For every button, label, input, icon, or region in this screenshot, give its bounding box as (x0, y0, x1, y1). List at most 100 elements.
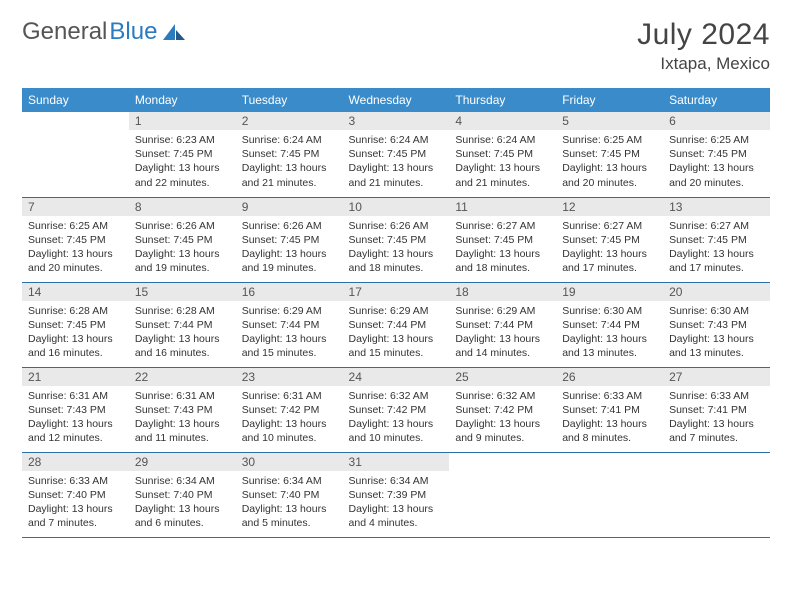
daylight-text-2: and 17 minutes. (562, 261, 657, 275)
day-data: Sunrise: 6:26 AMSunset: 7:45 PMDaylight:… (129, 216, 236, 280)
daylight-text-1: Daylight: 13 hours (669, 332, 764, 346)
sunrise-text: Sunrise: 6:26 AM (242, 219, 337, 233)
daylight-text-2: and 18 minutes. (455, 261, 550, 275)
calendar-cell: 31Sunrise: 6:34 AMSunset: 7:39 PMDayligh… (343, 452, 450, 537)
daylight-text-1: Daylight: 13 hours (135, 502, 230, 516)
day-header: Wednesday (343, 88, 450, 112)
day-number: 11 (449, 198, 556, 216)
daylight-text-2: and 4 minutes. (349, 516, 444, 530)
sunset-text: Sunset: 7:40 PM (242, 488, 337, 502)
day-data: Sunrise: 6:33 AMSunset: 7:41 PMDaylight:… (663, 386, 770, 450)
day-data: Sunrise: 6:24 AMSunset: 7:45 PMDaylight:… (236, 130, 343, 194)
daylight-text-2: and 14 minutes. (455, 346, 550, 360)
daylight-text-2: and 19 minutes. (135, 261, 230, 275)
daylight-text-1: Daylight: 13 hours (349, 332, 444, 346)
sunrise-text: Sunrise: 6:26 AM (349, 219, 444, 233)
sunset-text: Sunset: 7:45 PM (135, 147, 230, 161)
calendar-cell (449, 452, 556, 537)
daylight-text-2: and 21 minutes. (349, 176, 444, 190)
calendar-cell: 30Sunrise: 6:34 AMSunset: 7:40 PMDayligh… (236, 452, 343, 537)
day-header: Monday (129, 88, 236, 112)
day-data: Sunrise: 6:25 AMSunset: 7:45 PMDaylight:… (663, 130, 770, 194)
day-number: 13 (663, 198, 770, 216)
calendar-week-row: 14Sunrise: 6:28 AMSunset: 7:45 PMDayligh… (22, 282, 770, 367)
calendar-cell: 21Sunrise: 6:31 AMSunset: 7:43 PMDayligh… (22, 367, 129, 452)
sunset-text: Sunset: 7:41 PM (562, 403, 657, 417)
day-number: 24 (343, 368, 450, 386)
daylight-text-2: and 15 minutes. (242, 346, 337, 360)
sunrise-text: Sunrise: 6:31 AM (28, 389, 123, 403)
daylight-text-1: Daylight: 13 hours (562, 161, 657, 175)
location-label: Ixtapa, Mexico (637, 54, 770, 74)
sunset-text: Sunset: 7:45 PM (349, 233, 444, 247)
sunset-text: Sunset: 7:45 PM (669, 147, 764, 161)
calendar-cell: 28Sunrise: 6:33 AMSunset: 7:40 PMDayligh… (22, 452, 129, 537)
calendar-cell: 2Sunrise: 6:24 AMSunset: 7:45 PMDaylight… (236, 112, 343, 197)
calendar-cell: 14Sunrise: 6:28 AMSunset: 7:45 PMDayligh… (22, 282, 129, 367)
calendar-cell: 15Sunrise: 6:28 AMSunset: 7:44 PMDayligh… (129, 282, 236, 367)
sunset-text: Sunset: 7:42 PM (455, 403, 550, 417)
daylight-text-1: Daylight: 13 hours (28, 502, 123, 516)
day-number: 18 (449, 283, 556, 301)
daylight-text-2: and 11 minutes. (135, 431, 230, 445)
day-data: Sunrise: 6:27 AMSunset: 7:45 PMDaylight:… (449, 216, 556, 280)
daylight-text-2: and 10 minutes. (349, 431, 444, 445)
sunset-text: Sunset: 7:45 PM (562, 233, 657, 247)
calendar-cell (22, 112, 129, 197)
daylight-text-1: Daylight: 13 hours (455, 332, 550, 346)
sunset-text: Sunset: 7:45 PM (455, 147, 550, 161)
daylight-text-1: Daylight: 13 hours (669, 247, 764, 261)
daylight-text-1: Daylight: 13 hours (455, 417, 550, 431)
sunset-text: Sunset: 7:40 PM (135, 488, 230, 502)
sunset-text: Sunset: 7:41 PM (669, 403, 764, 417)
day-data: Sunrise: 6:33 AMSunset: 7:41 PMDaylight:… (556, 386, 663, 450)
sunrise-text: Sunrise: 6:33 AM (669, 389, 764, 403)
daylight-text-1: Daylight: 13 hours (242, 161, 337, 175)
day-number: 8 (129, 198, 236, 216)
daylight-text-2: and 16 minutes. (135, 346, 230, 360)
day-data: Sunrise: 6:30 AMSunset: 7:43 PMDaylight:… (663, 301, 770, 365)
day-data: Sunrise: 6:25 AMSunset: 7:45 PMDaylight:… (22, 216, 129, 280)
day-number: 20 (663, 283, 770, 301)
day-header: Tuesday (236, 88, 343, 112)
sunrise-text: Sunrise: 6:29 AM (349, 304, 444, 318)
calendar-cell: 13Sunrise: 6:27 AMSunset: 7:45 PMDayligh… (663, 197, 770, 282)
calendar-cell: 7Sunrise: 6:25 AMSunset: 7:45 PMDaylight… (22, 197, 129, 282)
daylight-text-2: and 20 minutes. (562, 176, 657, 190)
day-number: 29 (129, 453, 236, 471)
daylight-text-1: Daylight: 13 hours (135, 417, 230, 431)
daylight-text-2: and 20 minutes. (28, 261, 123, 275)
day-data: Sunrise: 6:33 AMSunset: 7:40 PMDaylight:… (22, 471, 129, 535)
day-data: Sunrise: 6:31 AMSunset: 7:43 PMDaylight:… (129, 386, 236, 450)
day-data: Sunrise: 6:31 AMSunset: 7:42 PMDaylight:… (236, 386, 343, 450)
calendar-cell: 23Sunrise: 6:31 AMSunset: 7:42 PMDayligh… (236, 367, 343, 452)
daylight-text-2: and 6 minutes. (135, 516, 230, 530)
sunrise-text: Sunrise: 6:32 AM (349, 389, 444, 403)
day-data: Sunrise: 6:30 AMSunset: 7:44 PMDaylight:… (556, 301, 663, 365)
day-data: Sunrise: 6:32 AMSunset: 7:42 PMDaylight:… (449, 386, 556, 450)
day-header: Saturday (663, 88, 770, 112)
sunrise-text: Sunrise: 6:23 AM (135, 133, 230, 147)
sunrise-text: Sunrise: 6:33 AM (562, 389, 657, 403)
day-number: 1 (129, 112, 236, 130)
calendar-cell (556, 452, 663, 537)
sunrise-text: Sunrise: 6:26 AM (135, 219, 230, 233)
day-data: Sunrise: 6:24 AMSunset: 7:45 PMDaylight:… (449, 130, 556, 194)
day-data: Sunrise: 6:25 AMSunset: 7:45 PMDaylight:… (556, 130, 663, 194)
day-number: 23 (236, 368, 343, 386)
calendar-cell: 16Sunrise: 6:29 AMSunset: 7:44 PMDayligh… (236, 282, 343, 367)
sunset-text: Sunset: 7:45 PM (669, 233, 764, 247)
calendar-cell: 10Sunrise: 6:26 AMSunset: 7:45 PMDayligh… (343, 197, 450, 282)
calendar-cell: 1Sunrise: 6:23 AMSunset: 7:45 PMDaylight… (129, 112, 236, 197)
sunset-text: Sunset: 7:45 PM (242, 147, 337, 161)
daylight-text-2: and 21 minutes. (242, 176, 337, 190)
day-data: Sunrise: 6:32 AMSunset: 7:42 PMDaylight:… (343, 386, 450, 450)
sunset-text: Sunset: 7:45 PM (242, 233, 337, 247)
day-data: Sunrise: 6:28 AMSunset: 7:44 PMDaylight:… (129, 301, 236, 365)
day-data: Sunrise: 6:24 AMSunset: 7:45 PMDaylight:… (343, 130, 450, 194)
daylight-text-1: Daylight: 13 hours (669, 161, 764, 175)
sunset-text: Sunset: 7:39 PM (349, 488, 444, 502)
day-number: 15 (129, 283, 236, 301)
daylight-text-2: and 7 minutes. (669, 431, 764, 445)
sunrise-text: Sunrise: 6:24 AM (455, 133, 550, 147)
